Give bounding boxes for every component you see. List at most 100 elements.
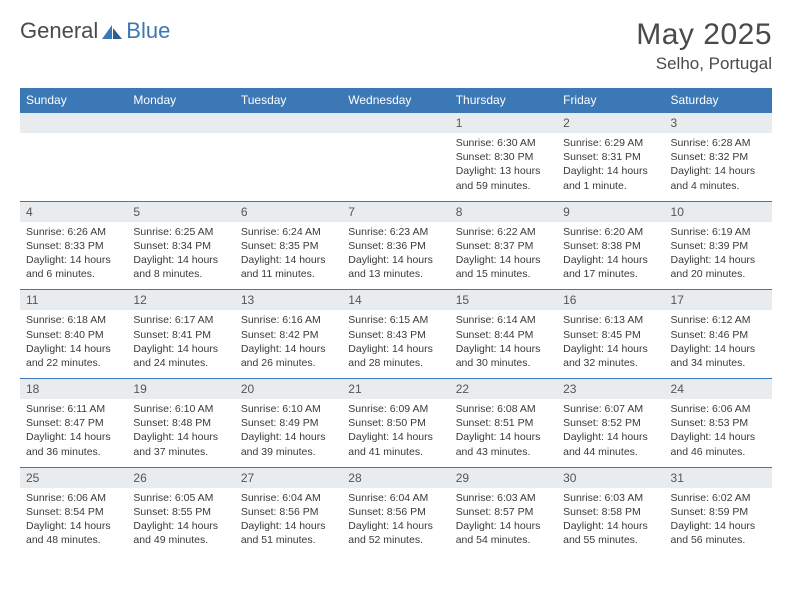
day-number — [20, 113, 127, 133]
day-details: Sunrise: 6:09 AMSunset: 8:50 PMDaylight:… — [342, 399, 449, 467]
sail-icon — [102, 23, 122, 39]
day-cell: 7 — [342, 201, 449, 222]
day-cell — [235, 113, 342, 134]
weekday-header: Friday — [557, 88, 664, 113]
week-daynum-row: 45678910 — [20, 201, 772, 222]
weekday-header-row: Sunday Monday Tuesday Wednesday Thursday… — [20, 88, 772, 113]
sunrise-text: Sunrise: 6:05 AM — [133, 491, 228, 505]
sunset-text: Sunset: 8:30 PM — [456, 150, 551, 164]
day-number: 9 — [557, 202, 664, 222]
day-cell: 27 — [235, 467, 342, 488]
day-number: 28 — [342, 468, 449, 488]
daylight-text: Daylight: 14 hours and 1 minute. — [563, 164, 658, 192]
day-cell: 3 — [665, 113, 772, 134]
daylight-text: Daylight: 14 hours and 52 minutes. — [348, 519, 443, 547]
sunrise-text: Sunrise: 6:06 AM — [671, 402, 766, 416]
sunset-text: Sunset: 8:56 PM — [348, 505, 443, 519]
day-details: Sunrise: 6:05 AMSunset: 8:55 PMDaylight:… — [127, 488, 234, 556]
sunset-text: Sunset: 8:51 PM — [456, 416, 551, 430]
sunset-text: Sunset: 8:52 PM — [563, 416, 658, 430]
day-number: 12 — [127, 290, 234, 310]
day-body-cell: Sunrise: 6:30 AMSunset: 8:30 PMDaylight:… — [450, 133, 557, 201]
daylight-text: Daylight: 14 hours and 32 minutes. — [563, 342, 658, 370]
day-body-cell: Sunrise: 6:29 AMSunset: 8:31 PMDaylight:… — [557, 133, 664, 201]
day-details: Sunrise: 6:29 AMSunset: 8:31 PMDaylight:… — [557, 133, 664, 201]
daylight-text: Daylight: 14 hours and 30 minutes. — [456, 342, 551, 370]
day-body-cell: Sunrise: 6:03 AMSunset: 8:57 PMDaylight:… — [450, 488, 557, 556]
daylight-text: Daylight: 14 hours and 13 minutes. — [348, 253, 443, 281]
day-body-cell: Sunrise: 6:25 AMSunset: 8:34 PMDaylight:… — [127, 222, 234, 290]
day-body-cell: Sunrise: 6:13 AMSunset: 8:45 PMDaylight:… — [557, 310, 664, 378]
day-cell: 2 — [557, 113, 664, 134]
day-details: Sunrise: 6:17 AMSunset: 8:41 PMDaylight:… — [127, 310, 234, 378]
daylight-text: Daylight: 14 hours and 26 minutes. — [241, 342, 336, 370]
week-body-row: Sunrise: 6:26 AMSunset: 8:33 PMDaylight:… — [20, 222, 772, 290]
day-details: Sunrise: 6:04 AMSunset: 8:56 PMDaylight:… — [235, 488, 342, 556]
day-details: Sunrise: 6:11 AMSunset: 8:47 PMDaylight:… — [20, 399, 127, 467]
day-cell: 6 — [235, 201, 342, 222]
week-daynum-row: 18192021222324 — [20, 379, 772, 400]
sunrise-text: Sunrise: 6:02 AM — [671, 491, 766, 505]
sunset-text: Sunset: 8:59 PM — [671, 505, 766, 519]
location-label: Selho, Portugal — [636, 54, 772, 74]
daylight-text: Daylight: 13 hours and 59 minutes. — [456, 164, 551, 192]
sunrise-text: Sunrise: 6:07 AM — [563, 402, 658, 416]
day-number: 27 — [235, 468, 342, 488]
sunset-text: Sunset: 8:46 PM — [671, 328, 766, 342]
daylight-text: Daylight: 14 hours and 54 minutes. — [456, 519, 551, 547]
day-number: 2 — [557, 113, 664, 133]
sunrise-text: Sunrise: 6:04 AM — [241, 491, 336, 505]
sunrise-text: Sunrise: 6:12 AM — [671, 313, 766, 327]
day-cell: 13 — [235, 290, 342, 311]
weekday-header: Tuesday — [235, 88, 342, 113]
day-details: Sunrise: 6:14 AMSunset: 8:44 PMDaylight:… — [450, 310, 557, 378]
day-cell: 15 — [450, 290, 557, 311]
sunrise-text: Sunrise: 6:24 AM — [241, 225, 336, 239]
day-number: 22 — [450, 379, 557, 399]
sunrise-text: Sunrise: 6:11 AM — [26, 402, 121, 416]
day-cell: 30 — [557, 467, 664, 488]
sunset-text: Sunset: 8:56 PM — [241, 505, 336, 519]
sunset-text: Sunset: 8:37 PM — [456, 239, 551, 253]
sunrise-text: Sunrise: 6:30 AM — [456, 136, 551, 150]
day-cell: 29 — [450, 467, 557, 488]
day-number: 26 — [127, 468, 234, 488]
day-body-cell: Sunrise: 6:03 AMSunset: 8:58 PMDaylight:… — [557, 488, 664, 556]
weekday-header: Saturday — [665, 88, 772, 113]
weekday-header: Wednesday — [342, 88, 449, 113]
weekday-header: Thursday — [450, 88, 557, 113]
day-number: 8 — [450, 202, 557, 222]
day-body-cell: Sunrise: 6:16 AMSunset: 8:42 PMDaylight:… — [235, 310, 342, 378]
daylight-text: Daylight: 14 hours and 6 minutes. — [26, 253, 121, 281]
sunset-text: Sunset: 8:47 PM — [26, 416, 121, 430]
day-details: Sunrise: 6:18 AMSunset: 8:40 PMDaylight:… — [20, 310, 127, 378]
day-cell: 23 — [557, 379, 664, 400]
day-body-cell: Sunrise: 6:10 AMSunset: 8:49 PMDaylight:… — [235, 399, 342, 467]
sunrise-text: Sunrise: 6:14 AM — [456, 313, 551, 327]
sunrise-text: Sunrise: 6:18 AM — [26, 313, 121, 327]
day-details: Sunrise: 6:08 AMSunset: 8:51 PMDaylight:… — [450, 399, 557, 467]
daylight-text: Daylight: 14 hours and 28 minutes. — [348, 342, 443, 370]
day-number: 13 — [235, 290, 342, 310]
daylight-text: Daylight: 14 hours and 17 minutes. — [563, 253, 658, 281]
day-number: 30 — [557, 468, 664, 488]
sunset-text: Sunset: 8:32 PM — [671, 150, 766, 164]
brand-word2: Blue — [126, 18, 170, 44]
day-cell: 22 — [450, 379, 557, 400]
day-details — [235, 133, 342, 195]
day-number: 5 — [127, 202, 234, 222]
day-cell: 16 — [557, 290, 664, 311]
day-body-cell: Sunrise: 6:15 AMSunset: 8:43 PMDaylight:… — [342, 310, 449, 378]
day-cell: 24 — [665, 379, 772, 400]
day-details: Sunrise: 6:10 AMSunset: 8:48 PMDaylight:… — [127, 399, 234, 467]
daylight-text: Daylight: 14 hours and 37 minutes. — [133, 430, 228, 458]
sunrise-text: Sunrise: 6:04 AM — [348, 491, 443, 505]
day-body-cell: Sunrise: 6:20 AMSunset: 8:38 PMDaylight:… — [557, 222, 664, 290]
sunrise-text: Sunrise: 6:10 AM — [133, 402, 228, 416]
day-details: Sunrise: 6:20 AMSunset: 8:38 PMDaylight:… — [557, 222, 664, 290]
day-details — [20, 133, 127, 195]
daylight-text: Daylight: 14 hours and 44 minutes. — [563, 430, 658, 458]
sunrise-text: Sunrise: 6:03 AM — [563, 491, 658, 505]
day-details — [127, 133, 234, 195]
day-number: 24 — [665, 379, 772, 399]
